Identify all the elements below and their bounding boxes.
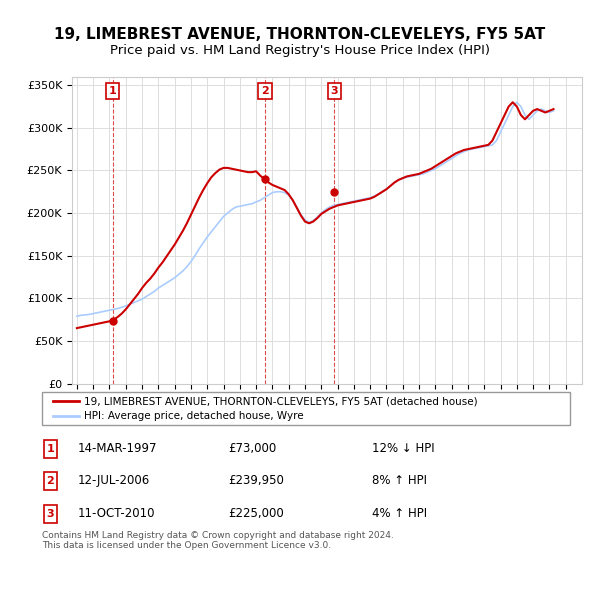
Text: 1: 1 bbox=[109, 86, 116, 96]
Text: 14-MAR-1997: 14-MAR-1997 bbox=[78, 442, 157, 455]
Text: 2: 2 bbox=[261, 86, 269, 96]
Text: HPI: Average price, detached house, Wyre: HPI: Average price, detached house, Wyre bbox=[84, 411, 304, 421]
Text: 12-JUL-2006: 12-JUL-2006 bbox=[78, 474, 150, 487]
Text: 2: 2 bbox=[47, 477, 54, 486]
FancyBboxPatch shape bbox=[42, 392, 570, 425]
Text: 19, LIMEBREST AVENUE, THORNTON-CLEVELEYS, FY5 5AT: 19, LIMEBREST AVENUE, THORNTON-CLEVELEYS… bbox=[55, 27, 545, 41]
Text: 19, LIMEBREST AVENUE, THORNTON-CLEVELEYS, FY5 5AT (detached house): 19, LIMEBREST AVENUE, THORNTON-CLEVELEYS… bbox=[84, 396, 478, 407]
Text: 3: 3 bbox=[47, 509, 54, 519]
Text: 12% ↓ HPI: 12% ↓ HPI bbox=[372, 442, 434, 455]
Text: 1: 1 bbox=[47, 444, 54, 454]
FancyBboxPatch shape bbox=[44, 505, 57, 523]
FancyBboxPatch shape bbox=[44, 473, 57, 490]
Text: £239,950: £239,950 bbox=[228, 474, 284, 487]
Text: Contains HM Land Registry data © Crown copyright and database right 2024.
This d: Contains HM Land Registry data © Crown c… bbox=[42, 531, 394, 550]
FancyBboxPatch shape bbox=[44, 440, 57, 458]
Text: £73,000: £73,000 bbox=[228, 442, 276, 455]
Text: Price paid vs. HM Land Registry's House Price Index (HPI): Price paid vs. HM Land Registry's House … bbox=[110, 44, 490, 57]
Text: 11-OCT-2010: 11-OCT-2010 bbox=[78, 507, 155, 520]
Text: 3: 3 bbox=[331, 86, 338, 96]
Text: £225,000: £225,000 bbox=[228, 507, 284, 520]
Text: 4% ↑ HPI: 4% ↑ HPI bbox=[372, 507, 427, 520]
Text: 8% ↑ HPI: 8% ↑ HPI bbox=[372, 474, 427, 487]
